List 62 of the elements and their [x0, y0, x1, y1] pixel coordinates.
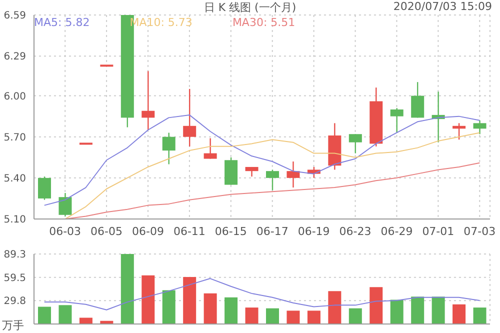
- candlestick: [58, 192, 72, 217]
- text: MA5: 5.82: [34, 16, 90, 29]
- bar: [432, 296, 445, 324]
- bar: [245, 308, 258, 324]
- y-tick-label: 6.00: [4, 91, 26, 102]
- x-tick-label: 06-03: [49, 224, 82, 238]
- y-tick-label: 5.70: [4, 132, 26, 144]
- x-tick-label: 06-19: [298, 224, 330, 238]
- bar: [411, 296, 424, 324]
- bar: [473, 308, 486, 324]
- candlestick: [162, 132, 176, 165]
- line-series: [64, 132, 480, 219]
- candlestick: [286, 160, 300, 188]
- chart-title: 日 K 线图 (一个月): [204, 1, 296, 14]
- x-tick-label: 06-23: [339, 224, 372, 238]
- candlestick: [390, 108, 404, 134]
- y-tick-label: 6.59: [4, 10, 26, 22]
- y-tick-label: 29.8: [4, 296, 26, 308]
- candlestick: [348, 134, 362, 154]
- bar: [183, 276, 196, 324]
- candlestick: [411, 81, 424, 118]
- candlestick: [204, 138, 217, 160]
- bar: [328, 291, 342, 324]
- text: 2020/07/03 15:09: [393, 0, 492, 13]
- x-tick-label: 06-29: [380, 224, 413, 238]
- bar: [142, 275, 155, 324]
- y-tick-label: 59.5: [4, 272, 26, 284]
- bar: [162, 290, 176, 324]
- bar: [79, 318, 92, 324]
- bar: [224, 297, 238, 324]
- bar: [348, 308, 362, 324]
- y-tick-label: 5.10: [4, 214, 26, 226]
- y-tick-label: 5.40: [4, 173, 26, 184]
- bar: [307, 310, 320, 324]
- x-tick-label: 06-17: [256, 224, 288, 238]
- text: MA30: 5.51: [232, 16, 296, 29]
- x-tick-label: 07-03: [464, 224, 496, 238]
- line-series: [64, 162, 480, 219]
- candlestick: [38, 176, 51, 200]
- bar: [204, 293, 217, 324]
- candlestick: [473, 120, 486, 135]
- x-tick-label: 06-15: [214, 224, 247, 238]
- bar: [58, 305, 72, 324]
- candlestick: [266, 169, 279, 191]
- x-tick-label: 07-01: [422, 224, 454, 238]
- x-tick-label: 06-09: [132, 224, 164, 238]
- bar: [266, 308, 279, 324]
- x-tick-label: 06-05: [90, 224, 123, 238]
- candlestick: [183, 88, 196, 148]
- bar: [120, 254, 134, 324]
- y-tick-label: 89.3: [4, 250, 26, 261]
- bar: [286, 310, 300, 324]
- bar: [38, 306, 51, 324]
- y-tick-label: 6.29: [4, 52, 26, 63]
- bar: [370, 287, 383, 324]
- line-series: [44, 278, 480, 310]
- bar: [452, 304, 466, 324]
- bar: [390, 300, 404, 324]
- candlestick: [142, 70, 155, 131]
- candlestick: [452, 122, 466, 140]
- x-tick-label: 06-11: [173, 224, 206, 238]
- y-axis-title: 万手: [2, 318, 24, 333]
